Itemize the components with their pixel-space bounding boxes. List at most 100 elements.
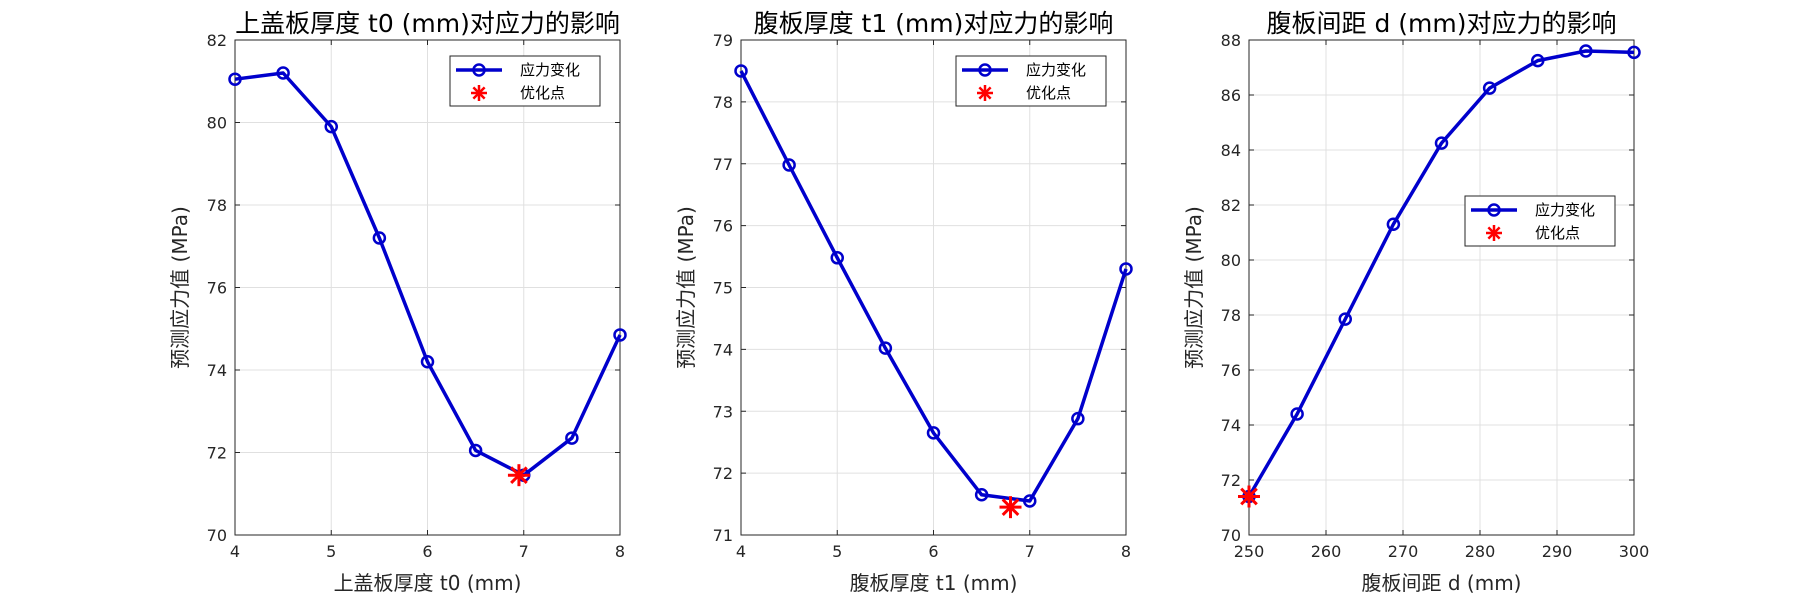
chart-panel-3: 250 260 270 280 290 300 70 72 74 76 78 80 82 84 86 88 腹板… — [1182, 9, 1649, 595]
x-tick-label: 5 — [832, 542, 842, 561]
x-axis-label: 腹板间距 d (mm) — [1362, 571, 1522, 595]
y-tick-label: 74 — [207, 361, 227, 380]
data-point — [565, 431, 579, 445]
legend-swatch-marker — [472, 63, 486, 77]
data-point — [1627, 45, 1641, 60]
y-tick-label: 82 — [207, 31, 227, 50]
x-tick-label: 7 — [519, 542, 529, 561]
y-tick-label: 72 — [713, 464, 733, 483]
x-tick-label: 4 — [736, 542, 746, 561]
y-tick-label: 84 — [1221, 141, 1241, 160]
y-tick-label: 78 — [207, 196, 227, 215]
x-tick-label: 280 — [1465, 542, 1496, 561]
series-line-stress — [739, 70, 1128, 503]
legend-swatch-marker — [1487, 203, 1501, 217]
y-tick-label: 70 — [1221, 526, 1241, 545]
data-point — [734, 64, 748, 78]
x-tick-label: 6 — [422, 542, 432, 561]
x-tick-label: 250 — [1234, 542, 1265, 561]
y-tick-label: 76 — [207, 279, 227, 298]
x-axis-label: 上盖板厚度 t0 (mm) — [334, 571, 522, 595]
x-tick-label: 300 — [1619, 542, 1650, 561]
asterisk-stroke — [978, 86, 992, 100]
legend-label-optimum: 优化点 — [520, 84, 565, 102]
data-point — [468, 443, 483, 458]
y-tick-label: 88 — [1221, 31, 1241, 50]
y-tick-label: 76 — [1221, 361, 1241, 380]
y-tick-label: 75 — [713, 279, 733, 298]
chart-title: 上盖板厚度 t0 (mm)对应力的影响 — [235, 9, 620, 38]
legend-swatch-asterisk — [1486, 225, 1502, 241]
y-tick-label: 78 — [713, 93, 733, 112]
asterisk-stroke — [1001, 498, 1020, 516]
legend-label-optimum: 优化点 — [1026, 84, 1071, 102]
y-tick-label: 71 — [713, 526, 733, 545]
y-tick-label: 74 — [713, 340, 733, 359]
chart-title: 腹板间距 d (mm)对应力的影响 — [1267, 9, 1617, 38]
data-point — [1290, 407, 1304, 421]
series-line-stress — [1247, 49, 1635, 498]
legend-swatch-asterisk — [977, 85, 993, 101]
x-tick-label: 4 — [230, 542, 240, 561]
x-tick-label: 260 — [1311, 542, 1342, 561]
data-point — [1119, 262, 1133, 276]
data-point — [1338, 312, 1352, 326]
legend-label-series: 应力变化 — [1535, 201, 1595, 219]
legend-swatch-asterisk — [471, 85, 487, 101]
legend-label-series: 应力变化 — [520, 61, 580, 79]
data-point — [1579, 44, 1593, 58]
data-point — [1071, 411, 1085, 426]
y-tick-label: 86 — [1221, 86, 1241, 105]
x-tick-label: 6 — [928, 542, 938, 561]
y-tick-label: 80 — [1221, 251, 1241, 270]
data-point — [1434, 136, 1449, 150]
y-tick-label: 74 — [1221, 416, 1241, 435]
data-point — [1023, 494, 1037, 508]
plot-area — [1249, 40, 1634, 535]
data-point — [372, 231, 387, 245]
y-tick-label: 70 — [207, 526, 227, 545]
y-axis-label: 预测应力值 (MPa) — [1182, 206, 1206, 369]
x-tick-label: 7 — [1025, 542, 1035, 561]
legend-label-optimum: 优化点 — [1535, 224, 1580, 242]
data-point — [228, 72, 242, 86]
x-tick-label: 8 — [615, 542, 625, 561]
y-tick-label: 72 — [1221, 471, 1241, 490]
data-point — [1386, 217, 1401, 231]
y-tick-label: 78 — [1221, 306, 1241, 325]
x-tick-label: 5 — [326, 542, 336, 561]
asterisk-stroke — [510, 466, 528, 485]
y-tick-label: 80 — [207, 114, 227, 133]
data-point — [782, 158, 796, 172]
y-tick-label: 79 — [713, 31, 733, 50]
legend-label-series: 应力变化 — [1026, 61, 1086, 79]
y-axis-label: 预测应力值 (MPa) — [674, 206, 698, 369]
y-tick-label: 77 — [713, 155, 733, 174]
x-axis-label: 腹板厚度 t1 (mm) — [850, 571, 1018, 595]
chart-title: 腹板厚度 t1 (mm)对应力的影响 — [754, 9, 1114, 38]
optimum-point-marker — [999, 496, 1022, 519]
data-point — [276, 66, 290, 80]
y-tick-label: 82 — [1221, 196, 1241, 215]
data-point — [420, 355, 435, 369]
optimum-point-marker — [1238, 485, 1260, 508]
data-point — [830, 251, 844, 265]
asterisk-stroke — [472, 86, 486, 100]
asterisk-stroke — [1487, 226, 1501, 240]
y-tick-label: 76 — [713, 217, 733, 236]
data-point — [1482, 81, 1497, 95]
data-point — [613, 328, 627, 342]
y-tick-label: 72 — [207, 444, 227, 463]
x-tick-label: 8 — [1121, 542, 1131, 561]
series-line-stress — [234, 71, 622, 477]
optimum-point-marker — [507, 464, 530, 487]
data-point — [878, 341, 893, 355]
axes-box — [1248, 39, 1635, 536]
asterisk-stroke — [1240, 487, 1258, 506]
x-tick-label: 290 — [1542, 542, 1573, 561]
